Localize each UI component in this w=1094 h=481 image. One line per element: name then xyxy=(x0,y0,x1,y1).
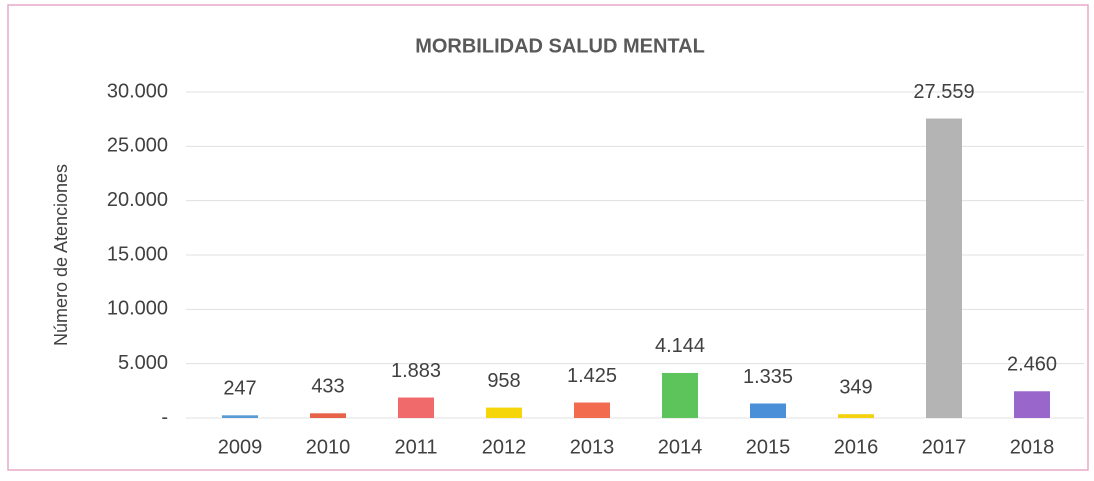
bar xyxy=(662,372,698,418)
y-axis-title: Número de Atenciones xyxy=(51,164,71,346)
bar xyxy=(574,402,610,418)
x-tick-label: 2015 xyxy=(746,436,791,458)
value-label: 27.559 xyxy=(913,81,974,103)
x-tick-label: 2018 xyxy=(1010,436,1055,458)
y-tick-label: 25.000 xyxy=(107,135,168,157)
chart-title: MORBILIDAD SALUD MENTAL xyxy=(415,35,705,57)
bar xyxy=(486,407,522,418)
y-tick-label: 10.000 xyxy=(107,298,168,320)
bar xyxy=(398,397,434,418)
y-tick-label: 20.000 xyxy=(107,189,168,211)
bar xyxy=(750,403,786,418)
bar xyxy=(926,118,962,418)
bar xyxy=(222,415,258,418)
x-tick-label: 2012 xyxy=(482,436,527,458)
bar xyxy=(310,413,346,418)
value-label: 349 xyxy=(839,376,872,398)
x-tick-label: 2011 xyxy=(394,436,437,458)
x-tick-label: 2017 xyxy=(922,436,967,458)
bar xyxy=(838,414,874,418)
y-tick-label: - xyxy=(161,406,168,428)
x-tick-label: 2013 xyxy=(570,436,615,458)
y-tick-label: 30.000 xyxy=(107,80,168,102)
value-label: 4.144 xyxy=(655,335,705,357)
value-label: 1.883 xyxy=(391,360,441,382)
value-label: 2.460 xyxy=(1007,354,1057,376)
x-tick-label: 2016 xyxy=(834,436,879,458)
value-label: 247 xyxy=(223,378,256,400)
value-label: 1.425 xyxy=(567,365,617,387)
x-tick-label: 2010 xyxy=(306,436,351,458)
y-tick-label: 15.000 xyxy=(107,243,168,265)
value-label: 433 xyxy=(311,376,344,398)
x-tick-label: 2009 xyxy=(218,436,263,458)
value-label: 958 xyxy=(487,370,520,392)
x-tick-label: 2014 xyxy=(658,436,703,458)
value-label: 1.335 xyxy=(743,366,793,388)
y-tick-label: 5.000 xyxy=(118,352,168,374)
bar xyxy=(1014,391,1050,418)
chart-frame xyxy=(7,4,1089,471)
